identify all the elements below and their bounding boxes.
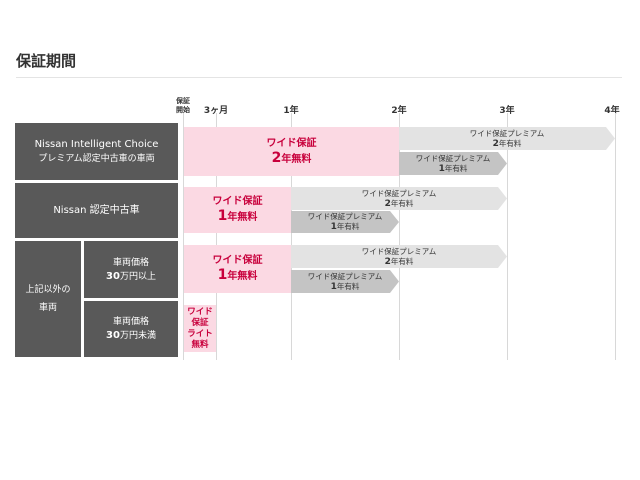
gridline xyxy=(291,113,292,360)
arrow-years: 1 xyxy=(438,163,445,174)
axis-tick-3m: 3ヶ月 xyxy=(203,106,229,116)
free-warranty-bar: ワイド保証 2年無料 xyxy=(184,127,399,176)
axis-tick-1y: 1年 xyxy=(283,106,299,116)
arrow-unit: 年有料 xyxy=(498,138,522,148)
row-label-num: 30 xyxy=(106,270,120,282)
free-warranty-bar: ワイド保証 1年無料 xyxy=(184,245,291,293)
bar-name: ワイド保証 xyxy=(212,196,263,207)
arrow-name: ワイド保証プレミアム xyxy=(469,128,545,138)
premium-1y-arrow: ワイド保証プレミアム 1年有料 xyxy=(291,270,399,293)
row-label-certified: Nissan 認定中古車 xyxy=(15,183,178,238)
free-lite-warranty-bar: ワイド 保証 ライト 無料 xyxy=(184,305,216,352)
premium-2y-arrow: ワイド保証プレミアム 2年有料 xyxy=(291,187,507,210)
bar-line: 無料 xyxy=(191,339,209,350)
row-label-num: 30 xyxy=(106,330,120,341)
arrow-name: ワイド保証プレミアム xyxy=(307,212,383,221)
axis-tick-3y: 3年 xyxy=(499,106,515,116)
bar-line: ライト xyxy=(187,328,213,339)
bar-name: ワイド保証 xyxy=(212,255,263,266)
arrow-unit: 年有料 xyxy=(336,281,360,291)
row-label-line1: Nissan Intelligent Choice xyxy=(34,138,159,150)
arrow-unit: 年有料 xyxy=(444,163,468,173)
bar-name: ワイド保証 xyxy=(266,137,317,149)
axis-tick-4y: 4年 xyxy=(604,106,620,116)
arrow-years: 1 xyxy=(330,222,337,232)
bar-line: ワイド xyxy=(187,306,213,317)
arrow-name: ワイド保証プレミアム xyxy=(361,246,437,256)
bar-unit: 年無料 xyxy=(281,153,312,165)
bar-unit: 年無料 xyxy=(227,212,258,223)
premium-2y-arrow: ワイド保証プレミアム 2年有料 xyxy=(399,127,615,150)
gridline xyxy=(216,113,217,360)
arrow-years: 2 xyxy=(384,198,391,209)
arrow-years: 1 xyxy=(330,281,337,292)
row-label-nic: Nissan Intelligent Choice プレミアム認定中古車の車両 xyxy=(15,123,178,180)
arrow-name: ワイド保証プレミアム xyxy=(307,271,383,281)
bar-years: 2 xyxy=(271,149,282,166)
gridline xyxy=(615,113,616,360)
row-label-line2: プレミアム認定中古車の車両 xyxy=(38,153,155,164)
gridline xyxy=(507,113,508,360)
bar-unit: 年無料 xyxy=(227,271,258,282)
bar-years: 1 xyxy=(217,208,228,224)
bar-years: 1 xyxy=(217,267,228,283)
row-label-line2: 万円未満 xyxy=(119,331,156,341)
arrow-years: 2 xyxy=(384,256,391,267)
bar-line: 保証 xyxy=(191,317,209,328)
arrow-years: 2 xyxy=(492,138,499,149)
premium-1y-arrow: ワイド保証プレミアム 1年有料 xyxy=(399,152,507,175)
row-label-under-30: 車両価格 30万円未満 xyxy=(84,301,178,357)
axis-tick-2y: 2年 xyxy=(391,106,407,116)
arrow-unit: 年有料 xyxy=(390,256,414,266)
premium-2y-arrow: ワイド保証プレミアム 2年有料 xyxy=(291,245,507,268)
row-label-line1: 車両価格 xyxy=(112,257,149,268)
row-label-over-30: 車両価格 30万円以上 xyxy=(84,241,178,298)
divider xyxy=(16,77,622,78)
premium-1y-arrow: ワイド保証プレミアム 1年有料 xyxy=(291,211,399,233)
free-warranty-bar: ワイド保証 1年無料 xyxy=(184,187,291,233)
arrow-name: ワイド保証プレミアム xyxy=(361,188,437,198)
arrow-name: ワイド保証プレミアム xyxy=(415,153,491,163)
page-title: 保証期間 xyxy=(16,52,77,70)
gridline xyxy=(399,113,400,360)
row-group-label-other: 上記以外の 車両 xyxy=(15,241,81,357)
arrow-unit: 年有料 xyxy=(336,222,360,231)
arrow-unit: 年有料 xyxy=(390,198,414,208)
gridline xyxy=(183,113,184,360)
row-label-line2: 万円以上 xyxy=(119,271,156,282)
axis-start-label: 保証 開始 xyxy=(176,97,190,114)
row-label-line1: 車両価格 xyxy=(112,317,149,327)
